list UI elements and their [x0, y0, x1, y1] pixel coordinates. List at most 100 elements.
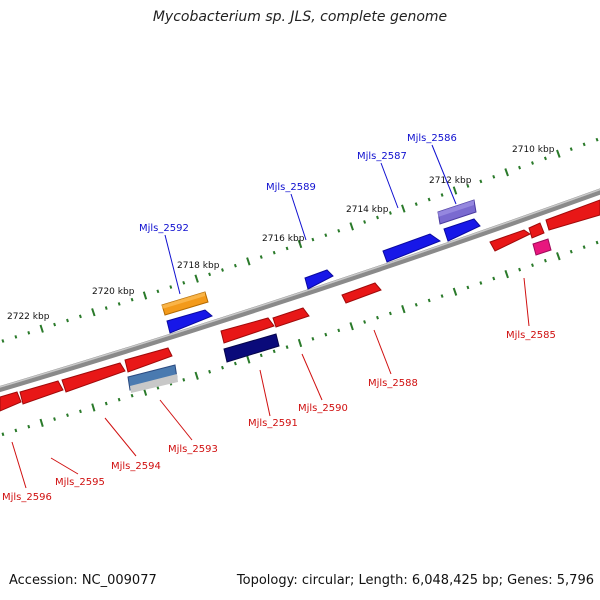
major-tick [142, 291, 148, 300]
major-tick [91, 403, 96, 412]
gene-label-mjls-2587[interactable]: Mjls_2587 [357, 151, 407, 162]
gene-feature-pink[interactable] [532, 238, 552, 256]
kbp-label-2714: 2714 kbp [346, 205, 389, 215]
minor-tick [582, 142, 586, 147]
major-tick [194, 371, 199, 380]
gene-label-mjls-2593[interactable]: Mjls_2593 [168, 444, 218, 455]
minor-tick [233, 263, 237, 268]
minor-tick [324, 233, 328, 238]
gene-feature-mjls-2593[interactable] [124, 347, 173, 373]
minor-tick [531, 161, 534, 165]
gene-feature-mjls-2589[interactable] [304, 269, 334, 290]
leader-lines [11, 144, 530, 489]
minor-tick [376, 315, 379, 320]
gene-feature-mjls-2591[interactable] [220, 317, 275, 344]
gene-feature-mjls-2592-orange[interactable] [161, 291, 209, 316]
gene-feature-mjls-2592[interactable] [166, 309, 213, 334]
gene-feature-mjls-2590[interactable] [272, 307, 310, 328]
minor-tick [466, 184, 470, 188]
minor-tick [285, 246, 289, 251]
major-tick [452, 287, 458, 296]
minor-tick [156, 385, 160, 390]
minor-tick [66, 318, 69, 323]
gene-feature-mjls-2587[interactable] [382, 233, 442, 263]
minor-tick [376, 215, 379, 220]
minor-tick [156, 289, 160, 294]
minor-tick [27, 424, 31, 429]
minor-tick [518, 267, 522, 272]
genome-backbone-highlight [0, 188, 600, 388]
genome-backbone [0, 188, 600, 393]
minor-tick [440, 193, 444, 197]
gene-feature-right-2[interactable] [528, 222, 545, 239]
major-tick [349, 322, 354, 331]
minor-tick [285, 345, 289, 350]
gene-label-mjls-2591[interactable]: Mjls_2591 [248, 418, 298, 429]
kbp-label-2720: 2720 kbp [92, 287, 135, 297]
gene-feature-mjls-2588[interactable] [341, 282, 382, 304]
gene-feature-mjls-2594[interactable] [61, 362, 126, 393]
kbp-label-2722: 2722 kbp [7, 312, 50, 322]
minor-tick [182, 378, 186, 382]
gene-feature-mjls-2595[interactable] [19, 380, 64, 405]
major-tick [246, 355, 251, 364]
minor-tick [414, 202, 418, 206]
gene-feature-right-1[interactable] [545, 199, 600, 231]
minor-tick [543, 258, 547, 263]
map-title: Mycobacterium sp. JLS, complete genome [152, 9, 448, 25]
minor-tick [233, 361, 237, 366]
major-tick [556, 149, 561, 158]
minor-tick [79, 409, 82, 414]
gene-feature-mjls-2593-steel[interactable] [127, 364, 178, 393]
inner-tick-ring [1, 240, 599, 437]
minor-tick [388, 311, 392, 316]
gene-label-mjls-2588[interactable]: Mjls_2588 [368, 378, 418, 389]
gene-label-mjls-2594[interactable]: Mjls_2594 [111, 461, 161, 472]
minor-tick [14, 335, 18, 339]
minor-tick [479, 281, 483, 285]
major-tick [556, 252, 561, 261]
gene-feature-mjls-2591-navy[interactable] [223, 333, 280, 363]
major-tick [91, 308, 96, 317]
minor-tick [182, 280, 186, 285]
minor-tick [492, 276, 496, 281]
minor-tick [1, 432, 5, 437]
gene-label-mjls-2589[interactable]: Mjls_2589 [266, 182, 316, 193]
minor-tick [466, 285, 470, 290]
minor-tick [272, 250, 276, 255]
major-tick [297, 338, 303, 348]
gene-feature-mjls-2596[interactable] [0, 391, 22, 412]
kbp-label-2712: 2712 kbp [429, 176, 472, 186]
gene-label-mjls-2585[interactable]: Mjls_2585 [506, 330, 556, 341]
minor-tick [414, 302, 418, 307]
minor-tick [221, 268, 224, 272]
minor-tick [440, 294, 444, 298]
gene-label-mjls-2592[interactable]: Mjls_2592 [139, 223, 189, 234]
minor-tick [363, 220, 367, 224]
minor-tick [531, 263, 534, 268]
major-tick [504, 269, 509, 279]
gene-label-mjls-2595[interactable]: Mjls_2595 [55, 477, 105, 488]
gene-feature-mjls-2585[interactable] [489, 229, 532, 252]
minor-tick [104, 401, 108, 406]
minor-tick [53, 322, 57, 327]
gene-feature-mjls-2586b[interactable] [443, 218, 481, 242]
gene-label-mjls-2596[interactable]: Mjls_2596 [2, 492, 52, 503]
gene-feature-mjls-2586[interactable] [437, 199, 477, 225]
minor-tick [78, 314, 82, 319]
minor-tick [388, 211, 392, 215]
minor-tick [169, 285, 173, 289]
minor-tick [311, 336, 315, 341]
minor-tick [104, 306, 108, 310]
kbp-label-2718: 2718 kbp [177, 261, 220, 271]
major-tick [401, 304, 406, 314]
gene-label-mjls-2586[interactable]: Mjls_2586 [407, 133, 457, 144]
minor-tick [311, 237, 315, 242]
gene-label-mjls-2590[interactable]: Mjls_2590 [298, 403, 348, 414]
major-tick [194, 274, 199, 283]
minor-tick [427, 197, 431, 202]
minor-tick [117, 302, 121, 306]
minor-tick [363, 320, 367, 324]
minor-tick [479, 179, 483, 184]
